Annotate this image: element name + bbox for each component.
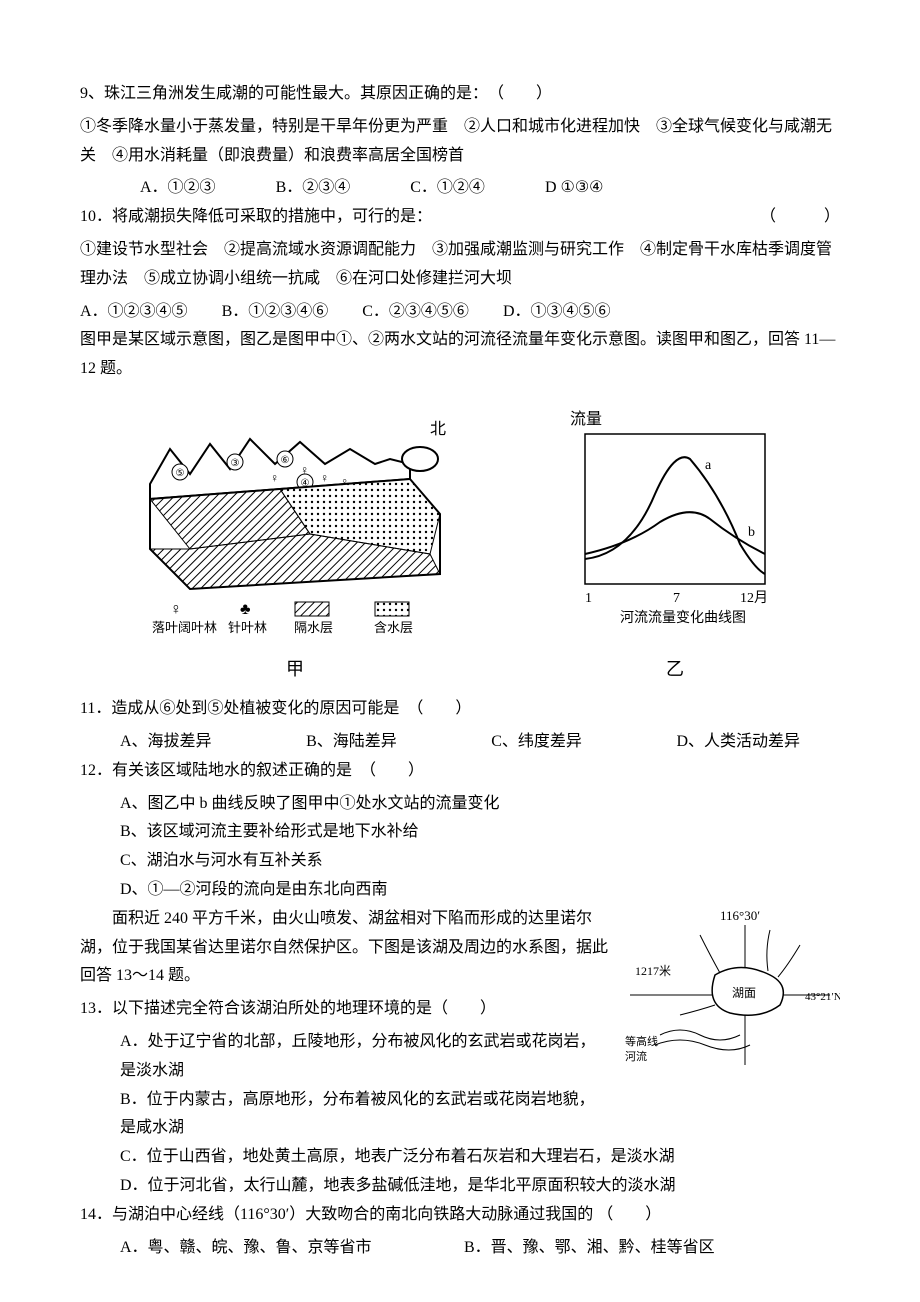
q13-opt-b: B．位于内蒙古，高原地形，分布着被风化的玄武岩或花岗岩地貌，是咸水湖 (80, 1086, 840, 1144)
map-legend1: 等高线 (625, 1034, 658, 1048)
q14-options: A．粤、赣、皖、豫、鲁、京等省市 B．晋、豫、鄂、湘、黔、桂等省区 (80, 1234, 840, 1263)
q9-statements: ①冬季降水量小于蒸发量，特别是干旱年份更为严重 ②人口和城市化进程加快 ③全球气… (80, 113, 840, 171)
q9-text: 9、珠江三角洲发生咸潮的可能性最大。其原因正确的是： （ ） (80, 80, 840, 109)
q10-paren: （ ） (760, 203, 840, 232)
caption-jia: 甲 (130, 653, 460, 685)
q10-opt-b: B．①②③④⑥ (222, 303, 329, 320)
svg-text:针叶林: 针叶林 (228, 620, 267, 634)
map-legend2: 河流 (625, 1049, 647, 1063)
svg-text:12月: 12月 (740, 590, 768, 606)
svg-text:⑤: ⑤ (176, 468, 185, 479)
svg-text:♀: ♀ (170, 601, 182, 618)
figure-yi-svg: 流量 a b 1 7 12月 河流流量变化曲线图 (560, 404, 790, 634)
figure-jia-svg: 北 ⑤ ③ ⑥ ④ ① ② ♀ ♀ ♀ ♀ ♀ (130, 404, 460, 634)
figure-jia: 北 ⑤ ③ ⑥ ④ ① ② ♀ ♀ ♀ ♀ ♀ (130, 404, 460, 685)
svg-text:♀: ♀ (300, 463, 309, 477)
q9-opt-b: B．②③④ (276, 174, 351, 203)
svg-text:落叶阔叶林: 落叶阔叶林 (152, 620, 217, 634)
q14-opt-b: B．晋、豫、鄂、湘、黔、桂等省区 (464, 1239, 715, 1256)
q9-options: A．①②③ B．②③④ C．①②④ D ①③④ (80, 174, 840, 203)
figures-row: 北 ⑤ ③ ⑥ ④ ① ② ♀ ♀ ♀ ♀ ♀ (80, 404, 840, 685)
yi-sub: 河流流量变化曲线图 (620, 610, 746, 626)
yi-ylabel: 流量 (570, 410, 602, 428)
svg-text:♣: ♣ (240, 601, 251, 618)
q14-text: 14．与湖泊中心经线（116°30′）大致吻合的南北向铁路大动脉通过我国的 （ … (80, 1201, 840, 1230)
svg-text:1: 1 (585, 591, 592, 606)
svg-text:⑥: ⑥ (281, 455, 290, 466)
q10-text: 10．将咸潮损失降低可采取的措施中，可行的是： (80, 208, 432, 225)
svg-text:隔水层: 隔水层 (294, 620, 333, 634)
q11-opt-d: D、人类活动差异 (676, 728, 800, 757)
intro-11-12: 图甲是某区域示意图，图乙是图甲中①、②两水文站的河流径流量年变化示意图。读图甲和… (80, 326, 840, 384)
q10-line: 10．将咸潮损失降低可采取的措施中，可行的是： （ ） (80, 203, 840, 232)
caption-yi: 乙 (560, 653, 790, 685)
svg-text:♀: ♀ (320, 471, 329, 485)
map-svg: 116°30′ 1217米 43°21′N 湖面 等高线 河流 (620, 905, 840, 1075)
map-lake: 湖面 (732, 985, 756, 1000)
q11-opt-b: B、海陆差异 (306, 728, 397, 757)
q11-opt-a: A、海拔差异 (120, 728, 212, 757)
figure-yi: 流量 a b 1 7 12月 河流流量变化曲线图 乙 (560, 404, 790, 685)
map-figure: 116°30′ 1217米 43°21′N 湖面 等高线 河流 (620, 905, 840, 1086)
q11-text: 11．造成从⑥处到⑤处植被变化的原因可能是 （ ） (80, 695, 840, 724)
q10-opt-d: D．①③④⑤⑥ (503, 303, 611, 320)
yi-line-b: b (748, 525, 755, 540)
svg-text:③: ③ (231, 458, 240, 469)
yi-line-a: a (705, 458, 712, 473)
q12-opt-c: C、湖泊水与河水有互补关系 (80, 847, 840, 876)
q11-opt-c: C、纬度差异 (491, 728, 582, 757)
svg-text:7: 7 (673, 591, 680, 606)
q10-opt-c: C．②③④⑤⑥ (362, 303, 469, 320)
q10-opt-a: A．①②③④⑤ (80, 303, 188, 320)
q10-statements: ①建设节水型社会 ②提高流域水资源调配能力 ③加强咸潮监测与研究工作 ④制定骨干… (80, 236, 840, 294)
q14-opt-a: A．粤、赣、皖、豫、鲁、京等省市 (120, 1234, 460, 1263)
q13-opt-d: D．位于河北省，太行山麓，地表多盐碱低洼地，是华北平原面积较大的淡水湖 (80, 1172, 840, 1201)
q12-opt-a: A、图乙中 b 曲线反映了图甲中①处水文站的流量变化 (80, 790, 840, 819)
q12-opt-b: B、该区域河流主要补给形式是地下水补给 (80, 818, 840, 847)
north-label: 北 (430, 420, 446, 438)
q12-opt-d: D、①—②河段的流向是由东北向西南 (80, 876, 840, 905)
svg-text:含水层: 含水层 (374, 620, 413, 634)
q10-options: A．①②③④⑤ B．①②③④⑥ C．②③④⑤⑥ D．①③④⑤⑥ (80, 298, 840, 327)
map-lon: 116°30′ (720, 908, 760, 923)
map-elev: 1217米 (635, 964, 671, 978)
q13-opt-c: C．位于山西省，地处黄土高原，地表广泛分布着石灰岩和大理岩石，是淡水湖 (80, 1143, 840, 1172)
q12-text: 12．有关该区域陆地水的叙述正确的是 （ ） (80, 757, 840, 786)
q9-opt-a: A．①②③ (140, 174, 216, 203)
q9-opt-c: C．①②④ (410, 174, 485, 203)
map-lat: 43°21′N (805, 991, 840, 1003)
svg-text:♀: ♀ (270, 471, 279, 485)
q9-opt-d: D ①③④ (545, 174, 604, 203)
q11-options: A、海拔差异 B、海陆差异 C、纬度差异 D、人类活动差异 (80, 728, 840, 757)
